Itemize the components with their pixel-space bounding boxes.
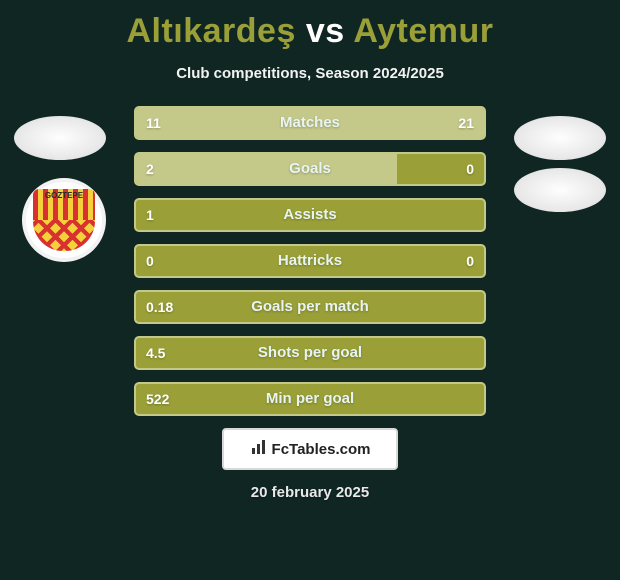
player1-avatar-placeholder (14, 116, 106, 160)
stat-row: 4.5 Shots per goal (134, 336, 486, 370)
stat-label: Shots per goal (136, 338, 484, 368)
source-badge[interactable]: FcTables.com (222, 428, 398, 470)
stat-label: Goals per match (136, 292, 484, 322)
club-name: GÖZTEPE (33, 191, 95, 200)
player2-name: Aytemur (353, 12, 493, 50)
stat-label: Matches (136, 108, 484, 138)
chart-icon (250, 438, 268, 461)
stat-row: 11 Matches 21 (134, 106, 486, 140)
stat-label: Assists (136, 200, 484, 230)
source-name: FcTables.com (272, 441, 371, 458)
date-label: 20 february 2025 (0, 484, 620, 501)
stat-row: 0.18 Goals per match (134, 290, 486, 324)
stats-container: 11 Matches 21 2 Goals 0 1 Assists 0 Hatt… (134, 106, 486, 416)
stat-row: 522 Min per goal (134, 382, 486, 416)
player2-avatar-placeholder (514, 116, 606, 160)
stat-value-right: 0 (466, 246, 474, 276)
stat-row: 0 Hattricks 0 (134, 244, 486, 278)
player2-club-placeholder (514, 168, 606, 212)
stat-row: 1 Assists (134, 198, 486, 232)
stat-label: Goals (136, 154, 484, 184)
subtitle: Club competitions, Season 2024/2025 (0, 65, 620, 82)
vs-label: vs (306, 12, 345, 50)
stat-value-right: 0 (466, 154, 474, 184)
comparison-title: Altıkardeş vs Aytemur (0, 0, 620, 51)
stat-row: 2 Goals 0 (134, 152, 486, 186)
player1-name: Altıkardeş (126, 12, 295, 50)
player1-club-badge: GÖZTEPE (22, 178, 106, 262)
stat-label: Hattricks (136, 246, 484, 276)
stat-label: Min per goal (136, 384, 484, 414)
stat-value-right: 21 (458, 108, 474, 138)
